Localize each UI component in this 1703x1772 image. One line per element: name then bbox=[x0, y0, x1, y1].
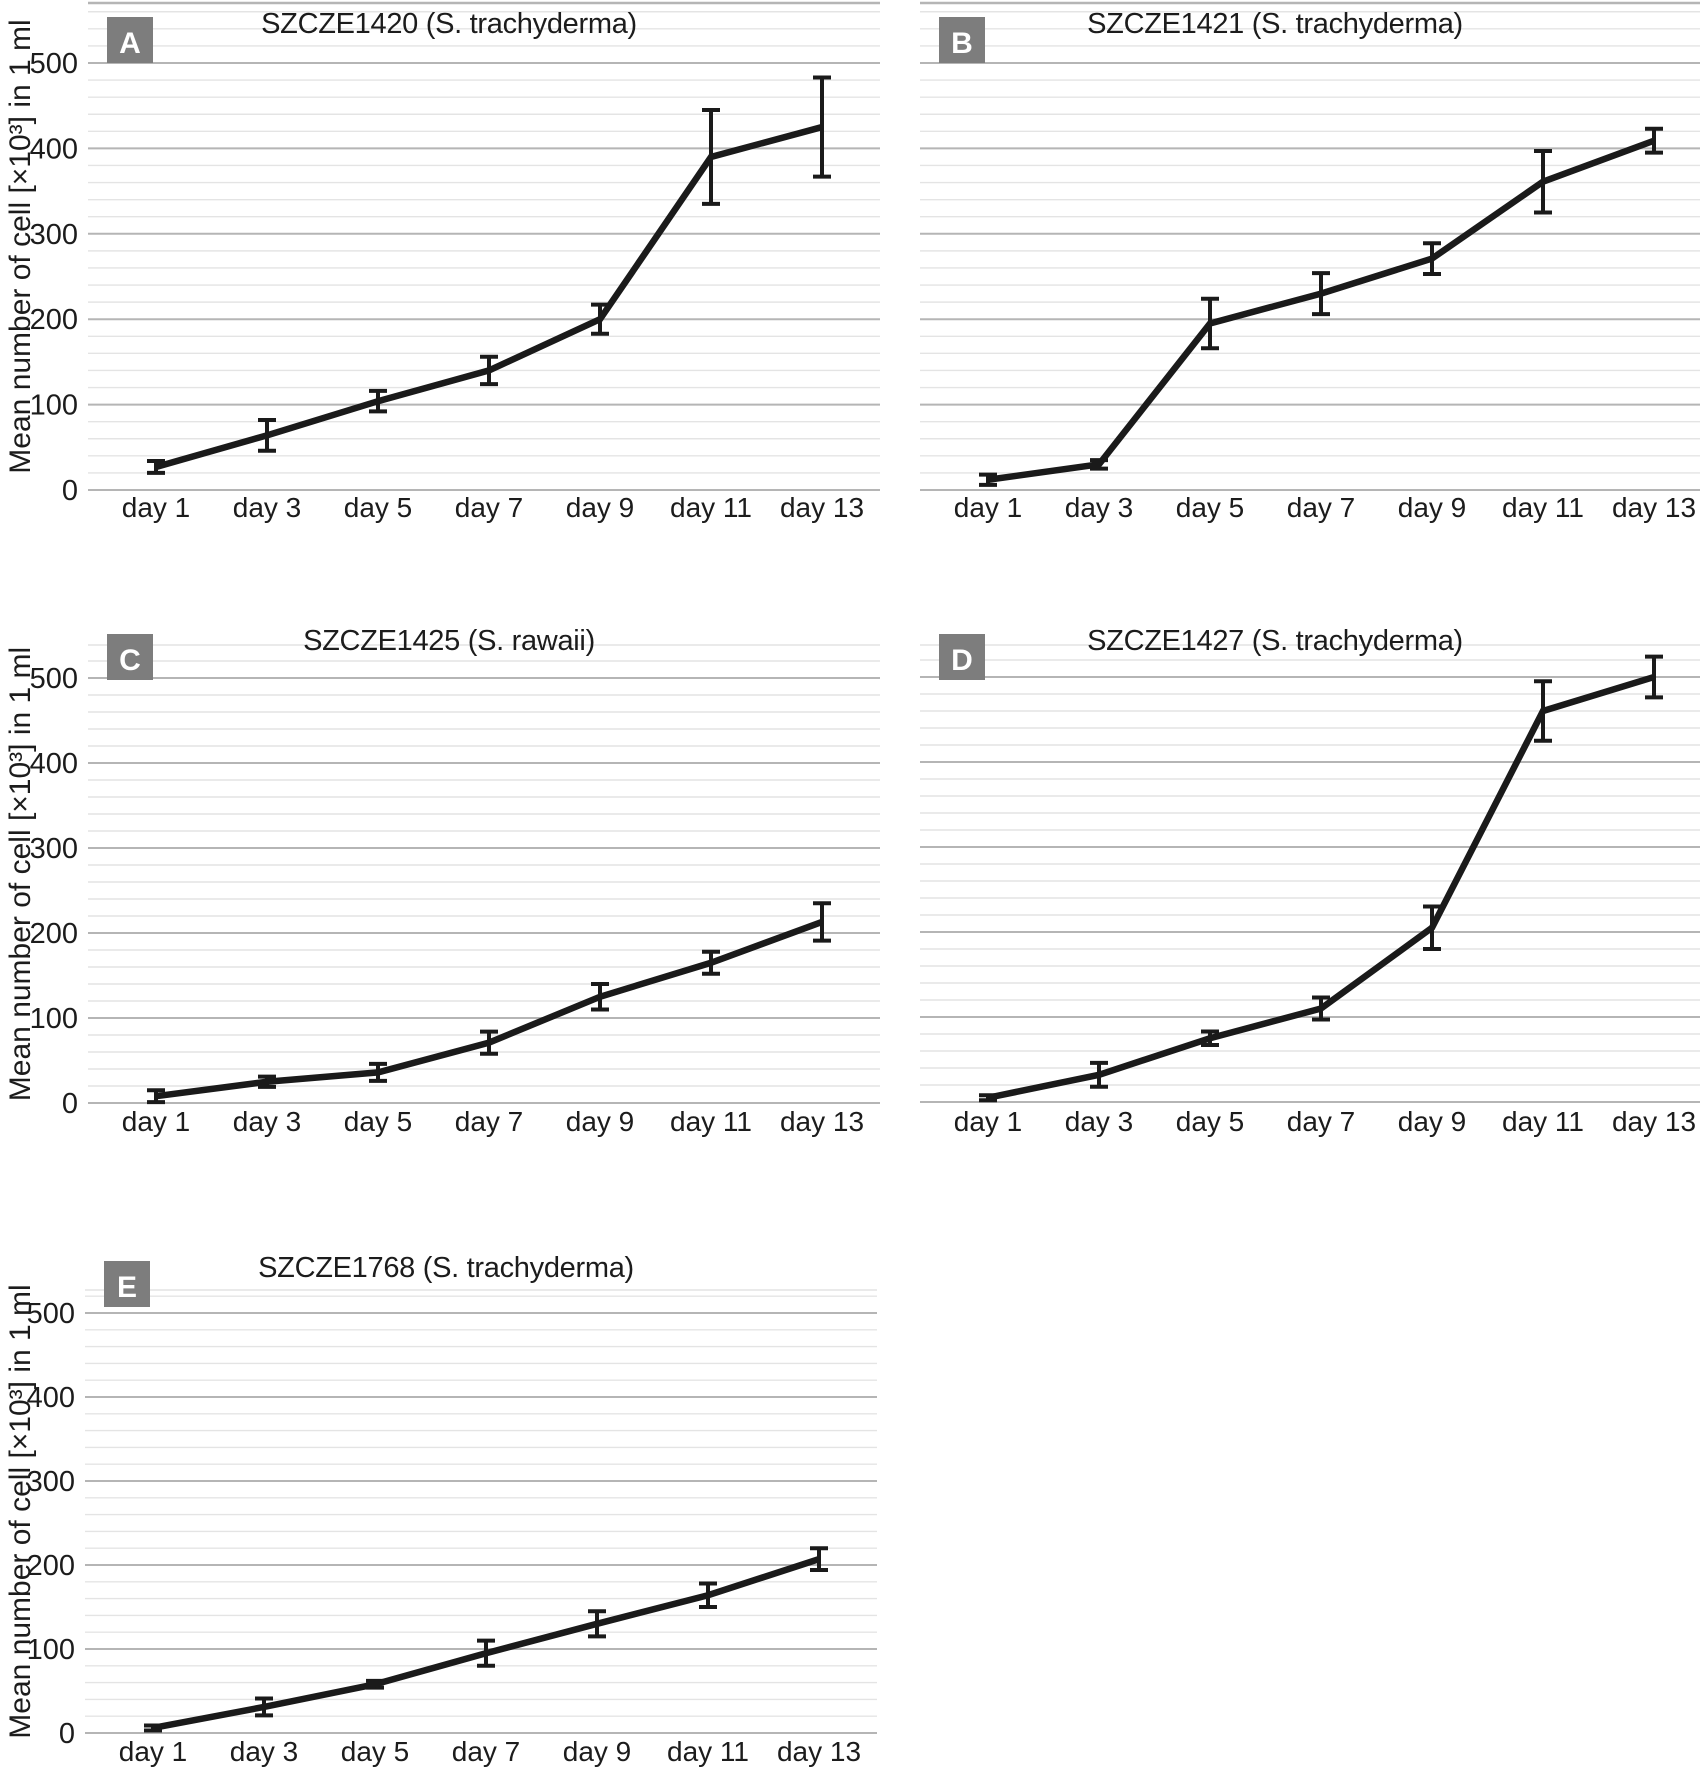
panel-a-error-bars bbox=[147, 75, 831, 475]
y-tick-label: 500 bbox=[27, 1298, 75, 1330]
y-tick-label: 100 bbox=[27, 1634, 75, 1666]
panel-label-badge-e bbox=[104, 1261, 150, 1307]
x-tick-label: day 3 bbox=[1065, 492, 1134, 523]
x-tick-label: day 9 bbox=[1398, 1106, 1467, 1137]
y-tick-label: 300 bbox=[27, 1466, 75, 1498]
x-tick-label: day 9 bbox=[1398, 492, 1467, 523]
panel-b-gridlines bbox=[920, 1, 1700, 491]
x-tick-label: day 3 bbox=[230, 1736, 299, 1767]
x-tick-label: day 11 bbox=[1502, 1106, 1584, 1137]
x-tick-label: day 5 bbox=[341, 1736, 410, 1767]
y-tick-label: 500 bbox=[30, 48, 78, 80]
panel-a-x-axis-labels: day 1 day 3 day 5 day 7 day 9 day 11 day 13 bbox=[122, 492, 864, 523]
x-tick-label: day 11 bbox=[667, 1736, 749, 1767]
panel-e-x-axis-labels: day 1 day 3 day 5 day 7 day 9 day 11 day 13 bbox=[119, 1736, 861, 1767]
x-tick-label: day 1 bbox=[954, 1106, 1023, 1137]
y-tick-label: 200 bbox=[30, 918, 78, 950]
series-line-c bbox=[155, 918, 824, 1100]
x-tick-label: day 5 bbox=[1176, 492, 1245, 523]
x-tick-label: day 13 bbox=[1612, 1106, 1696, 1137]
series-line-d bbox=[987, 673, 1655, 1101]
y-tick-label: 100 bbox=[30, 390, 78, 422]
panel-c-gridlines bbox=[88, 644, 880, 1104]
panel-label-text-b: B bbox=[951, 27, 973, 60]
series-line-a bbox=[155, 123, 823, 471]
x-tick-label: day 13 bbox=[1612, 492, 1696, 523]
panel-label-badge-a bbox=[107, 17, 153, 63]
panel-label-text-d: D bbox=[951, 644, 973, 677]
panel-b-title: SZCZE1421 (S. trachyderma) bbox=[1087, 8, 1463, 40]
x-tick-label: day 3 bbox=[1065, 1106, 1134, 1137]
y-tick-label: 300 bbox=[30, 833, 78, 865]
panel-label-text-c: C bbox=[119, 644, 141, 677]
x-tick-label: day 7 bbox=[455, 492, 524, 523]
x-tick-label: day 9 bbox=[566, 492, 635, 523]
x-tick-label: day 1 bbox=[954, 492, 1023, 523]
y-tick-label: 0 bbox=[59, 1718, 75, 1750]
x-tick-label: day 5 bbox=[344, 1106, 413, 1137]
x-tick-label: day 9 bbox=[566, 1106, 635, 1137]
y-tick-label: 400 bbox=[27, 1382, 75, 1414]
x-tick-label: day 11 bbox=[1502, 492, 1584, 523]
x-tick-label: day 11 bbox=[670, 492, 752, 523]
panel-d-gridlines bbox=[920, 644, 1700, 1103]
panel-label-text-e: E bbox=[117, 1271, 137, 1304]
x-tick-label: day 13 bbox=[780, 1106, 864, 1137]
x-tick-label: day 1 bbox=[122, 1106, 191, 1137]
series-line-b bbox=[987, 137, 1656, 483]
panel-d-x-axis-labels: day 1 day 3 day 5 day 7 day 9 day 11 day 13 bbox=[954, 1106, 1696, 1137]
y-tick-label: 200 bbox=[30, 304, 78, 336]
panel-label-badge-c bbox=[107, 634, 153, 680]
y-tick-label: 0 bbox=[62, 475, 78, 507]
x-tick-label: day 1 bbox=[122, 492, 191, 523]
x-tick-label: day 9 bbox=[563, 1736, 632, 1767]
panel-c-title: SZCZE1425 (S. rawaii) bbox=[303, 625, 595, 657]
y-axis-title-c: Mean number of cell [×10³] in 1 ml bbox=[4, 647, 37, 1101]
panel-d-title: SZCZE1427 (S. trachyderma) bbox=[1087, 625, 1463, 657]
y-tick-label: 100 bbox=[30, 1003, 78, 1035]
y-axis-title-a: Mean number of cell [×10³] in 1 ml bbox=[4, 19, 37, 473]
x-tick-label: day 7 bbox=[1287, 1106, 1356, 1137]
y-tick-label: 200 bbox=[27, 1550, 75, 1582]
x-tick-label: day 7 bbox=[1287, 492, 1356, 523]
panel-b-x-axis-labels: day 1 day 3 day 5 day 7 day 9 day 11 day 13 bbox=[954, 492, 1696, 523]
x-tick-label: day 5 bbox=[1176, 1106, 1245, 1137]
y-tick-label: 300 bbox=[30, 219, 78, 251]
x-tick-label: day 13 bbox=[777, 1736, 861, 1767]
x-tick-label: day 13 bbox=[780, 492, 864, 523]
y-tick-label: 500 bbox=[30, 663, 78, 695]
panel-e-title: SZCZE1768 (S. trachyderma) bbox=[258, 1252, 634, 1284]
panel-label-text-a: A bbox=[119, 27, 141, 60]
panel-label-badge-b bbox=[939, 17, 985, 63]
series-line-e bbox=[152, 1556, 821, 1732]
panel-e-error-bars bbox=[144, 1546, 828, 1733]
panel-label-badge-d bbox=[939, 634, 985, 680]
x-tick-label: day 1 bbox=[119, 1736, 188, 1767]
x-tick-label: day 5 bbox=[344, 492, 413, 523]
y-tick-label: 400 bbox=[30, 748, 78, 780]
x-tick-label: day 7 bbox=[452, 1736, 521, 1767]
x-tick-label: day 3 bbox=[233, 492, 302, 523]
panel-c-x-axis-labels: day 1 day 3 day 5 day 7 day 9 day 11 day 13 bbox=[122, 1106, 864, 1137]
y-axis-title-e: Mean number of cell [×10³] in 1 ml bbox=[4, 1284, 37, 1738]
y-tick-label: 400 bbox=[30, 133, 78, 165]
x-tick-label: day 11 bbox=[670, 1106, 752, 1137]
panel-a-title: SZCZE1420 (S. trachyderma) bbox=[261, 8, 637, 40]
x-tick-label: day 3 bbox=[233, 1106, 302, 1137]
panel-a-gridlines bbox=[88, 1, 880, 491]
y-tick-label: 0 bbox=[62, 1088, 78, 1120]
x-tick-label: day 7 bbox=[455, 1106, 524, 1137]
